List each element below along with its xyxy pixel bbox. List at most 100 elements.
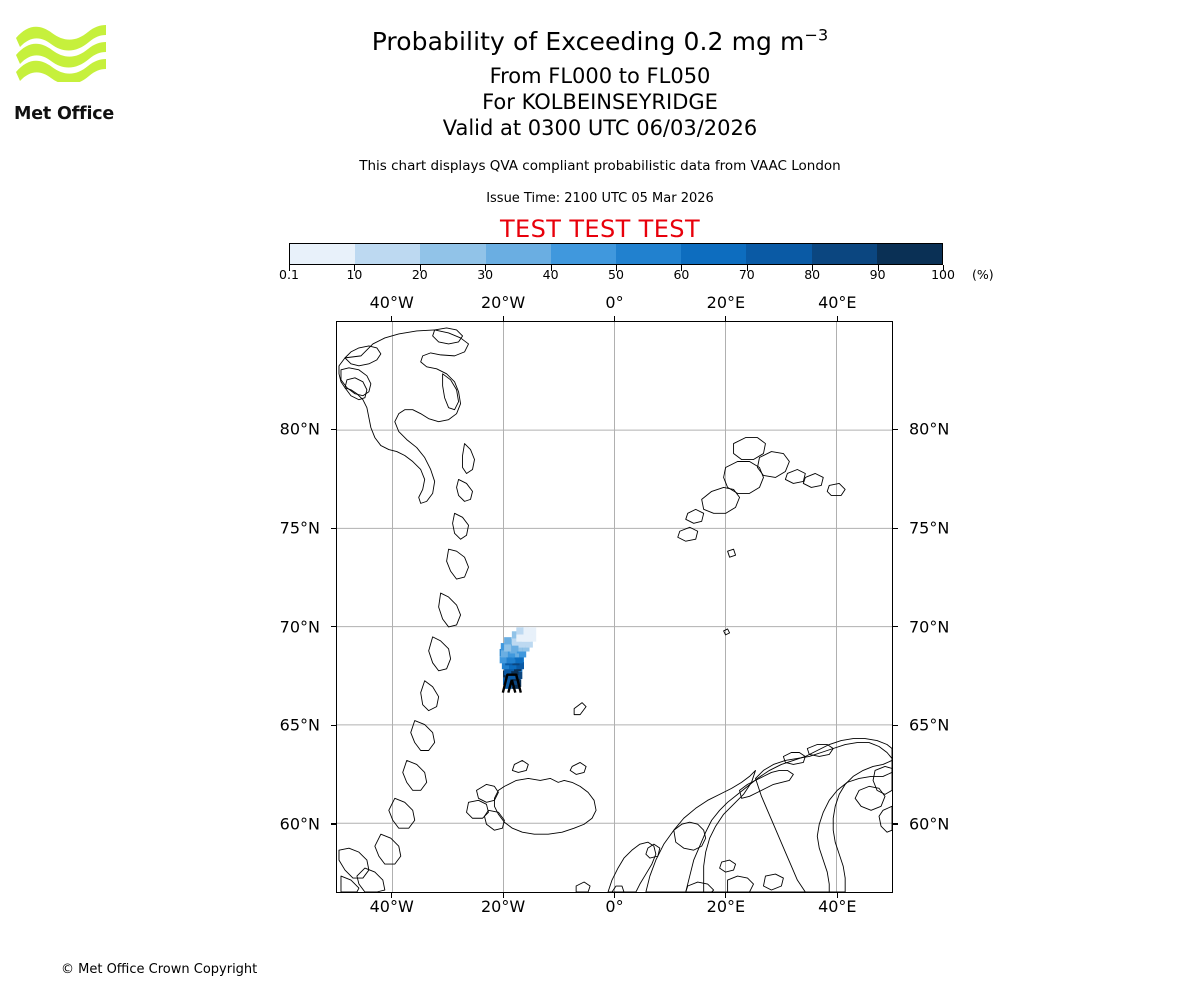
colorbar-tick-labels: 0.1 10 20 30 40 50 60 70 80 90 100 <box>0 268 1200 286</box>
lon-label-bottom-3: 20°E <box>706 897 746 916</box>
lat-tick-left-2 <box>331 626 336 628</box>
colorbar-swatch-2 <box>420 244 486 264</box>
valid-time-line: Valid at 0300 UTC 06/03/2026 <box>442 116 758 140</box>
plume-cell-4-3 <box>515 671 523 680</box>
lon-label-top-2: 0° <box>605 293 624 312</box>
lat-label-right-4: 80°N <box>909 419 950 439</box>
lat-label-right-1: 65°N <box>909 715 950 735</box>
lat-label-left-1: 65°N <box>279 715 320 735</box>
colorbar-tick-label-0: 0.1 <box>279 267 299 282</box>
plume-cell-16-3 <box>522 644 530 652</box>
plume-cell-2-3 <box>510 677 518 685</box>
colorbar-swatch-3 <box>485 244 551 264</box>
plume-cell-19-3 <box>519 638 527 646</box>
plume-cell-19-0 <box>511 631 520 639</box>
volcano-marker-icon <box>501 673 522 693</box>
plume-cell-10-3 <box>515 656 523 664</box>
map-gridlines <box>337 322 892 892</box>
lon-tick-top-1 <box>502 316 504 321</box>
lat-tick-left-4 <box>331 428 336 431</box>
lat-tick-left-0 <box>331 823 336 825</box>
map-plot-area[interactable] <box>336 321 893 893</box>
colorbar-swatches <box>289 243 943 265</box>
colorbar-swatch-7 <box>746 244 812 264</box>
colorbar-tick-label-7: 70 <box>738 267 755 282</box>
qva-note: This chart displays QVA compliant probab… <box>359 158 841 174</box>
colorbar-tick-10 <box>943 265 945 271</box>
colorbar-swatch-1 <box>355 244 421 264</box>
plume-cell-17-3 <box>511 644 519 652</box>
plume-cell-21-0 <box>516 627 524 635</box>
colorbar-swatch-8 <box>811 244 877 264</box>
lat-tick-right-1 <box>893 724 898 726</box>
plume-cell-20-3 <box>529 634 537 642</box>
lon-label-top-1: 20°W <box>481 293 526 312</box>
lat-label-right-3: 75°N <box>909 518 950 538</box>
chart-title: Probability of Exceeding 0.2 mg m−3 <box>0 26 1200 58</box>
lon-tick-bottom-3 <box>725 893 727 898</box>
lat-tick-left-3 <box>331 527 336 529</box>
colorbar-swatch-4 <box>550 244 617 264</box>
lat-tick-right-3 <box>893 527 898 529</box>
lon-label-bottom-4: 40°E <box>818 897 857 916</box>
plume-cell-21-2 <box>516 634 524 642</box>
met-office-waves-logo <box>16 25 106 82</box>
plume-cell-16-2 <box>515 644 523 652</box>
lat-label-left-4: 80°N <box>279 419 320 439</box>
plume-cell-17-0 <box>504 637 512 645</box>
lon-label-bottom-0: 40°W <box>369 897 414 916</box>
lon-tick-bottom-0 <box>391 893 393 898</box>
plume-cell-13-2 <box>511 650 520 658</box>
source-volcano-marker <box>501 673 522 693</box>
lon-tick-top-2 <box>613 316 616 321</box>
lat-label-left-3: 75°N <box>279 518 320 538</box>
volcano-name-line: For KOLBEINSEYRIDGE <box>482 90 718 114</box>
lat-label-right-0: 60°N <box>909 814 950 834</box>
lon-label-top-4: 40°E <box>818 293 857 312</box>
lat-tick-right-0 <box>893 823 898 825</box>
plume-cell-19-2 <box>511 638 520 646</box>
colorbar-swatch-9 <box>876 244 943 264</box>
plume-cell-21-3 <box>523 634 531 642</box>
colorbar-tick-label-6: 60 <box>673 267 690 282</box>
colorbar-tick-9 <box>877 265 879 271</box>
lon-tick-top-4 <box>836 316 838 321</box>
plume-cell-11-2 <box>499 656 507 664</box>
lat-tick-right-2 <box>893 626 898 628</box>
colorbar-tick-2 <box>419 265 421 271</box>
colorbar-tick-8 <box>812 265 814 271</box>
plume-cell-14-3 <box>507 650 516 658</box>
lon-tick-top-3 <box>725 316 727 321</box>
lon-label-top-3: 20°E <box>706 293 746 312</box>
met-office-wordmark: Met Office <box>14 104 115 124</box>
plume-cell-17-2 <box>504 644 512 652</box>
lon-tick-bottom-4 <box>836 893 838 898</box>
colorbar-swatch-5 <box>616 244 682 264</box>
colorbar-tick-label-2: 20 <box>411 267 428 282</box>
plume-cell-7-3 <box>516 662 524 670</box>
plume-cell-8-3 <box>509 662 517 670</box>
plume-cell-14-2 <box>500 650 508 658</box>
lon-label-bottom-2: 0° <box>605 897 624 916</box>
colorbar-tick-6 <box>681 265 683 271</box>
colorbar-tick-label-3: 30 <box>477 267 494 282</box>
colorbar-tick-7 <box>746 265 748 271</box>
lat-tick-left-1 <box>331 724 336 726</box>
colorbar-tick-3 <box>485 265 487 271</box>
plume-cell-5-3 <box>511 667 519 676</box>
issue-time: Issue Time: 2100 UTC 05 Mar 2026 <box>486 191 714 206</box>
flight-level-range: From FL000 to FL050 <box>489 64 711 88</box>
colorbar-tick-0 <box>289 265 291 271</box>
plume-cell-13-3 <box>519 650 527 658</box>
plume-cell-21-1 <box>523 627 531 635</box>
map-coastlines <box>338 327 892 892</box>
chart-title-text: Probability of Exceeding 0.2 mg m <box>371 27 805 56</box>
lon-label-top-0: 40°W <box>369 293 414 312</box>
colorbar-tick-label-8: 80 <box>804 267 821 282</box>
colorbar <box>289 243 945 271</box>
plume-cell-8-2 <box>501 662 510 670</box>
chart-title-exponent: −3 <box>804 25 829 45</box>
copyright-notice: © Met Office Crown Copyright <box>61 962 258 977</box>
lon-tick-top-0 <box>391 316 393 321</box>
